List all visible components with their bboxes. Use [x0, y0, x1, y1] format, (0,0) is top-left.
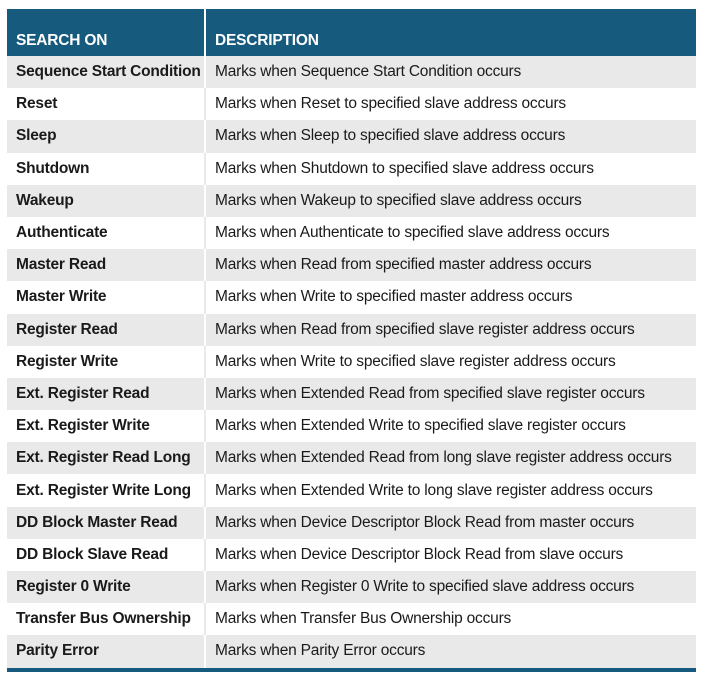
search-on-cell: Register 0 Write	[7, 571, 206, 604]
search-on-cell: Register Write	[7, 345, 206, 378]
table-header-row: SEARCH ON DESCRIPTION	[7, 9, 696, 56]
description-cell: Marks when Reset to specified slave addr…	[205, 88, 696, 121]
description-cell: Marks when Device Descriptor Block Read …	[205, 538, 696, 571]
search-on-table: SEARCH ON DESCRIPTION Sequence Start Con…	[7, 9, 696, 668]
search-on-cell: Shutdown	[7, 152, 206, 185]
table-body: Sequence Start Condition Marks when Seque…	[7, 56, 696, 668]
description-cell: Marks when Read from specified master ad…	[205, 249, 696, 282]
description-cell: Marks when Extended Read from long slave…	[205, 442, 696, 475]
description-cell: Marks when Extended Read from specified …	[205, 377, 696, 411]
search-on-cell: Sequence Start Condition	[7, 56, 206, 89]
table-row: DD Block Slave Read Marks when Device Des…	[7, 538, 696, 571]
table-row: Wakeup Marks when Wakeup to specified sla…	[7, 184, 696, 217]
search-on-cell: Ext. Register Read	[7, 377, 206, 411]
description-cell: Marks when Parity Error occurs	[205, 635, 696, 668]
table-row: Sleep Marks when Sleep to specified slave…	[7, 120, 696, 153]
table-bottom-rule	[7, 667, 696, 672]
description-cell: Marks when Read from specified slave reg…	[205, 313, 696, 346]
column-header-description: DESCRIPTION	[205, 9, 696, 56]
description-cell: Marks when Authenticate to specified sla…	[205, 216, 696, 250]
search-on-cell: Ext. Register Write Long	[7, 474, 206, 507]
table-row: Parity Error Marks when Parity Error occu…	[7, 635, 696, 668]
description-cell: Marks when Sequence Start Condition occu…	[205, 56, 696, 89]
column-header-search-on: SEARCH ON	[7, 9, 206, 56]
table-row: Register Write Marks when Write to specif…	[7, 345, 696, 378]
table-row: DD Block Master Read Marks when Device De…	[7, 506, 696, 539]
table-row: Reset Marks when Reset to specified slave…	[7, 88, 696, 121]
search-on-cell: Wakeup	[7, 184, 206, 217]
search-on-cell: Master Write	[7, 281, 206, 314]
table-row: Authenticate Marks when Authenticate to s…	[7, 216, 696, 250]
search-on-cell: Master Read	[7, 249, 206, 282]
table-row: Shutdown Marks when Shutdown to specified…	[7, 152, 696, 185]
description-cell: Marks when Device Descriptor Block Read …	[205, 506, 696, 539]
table-row: Transfer Bus Ownership Marks when Transfe…	[7, 603, 696, 636]
description-cell: Marks when Write to specified slave regi…	[205, 345, 696, 378]
table-row: Ext. Register Read Long Marks when Extend…	[7, 442, 696, 475]
search-on-cell: DD Block Master Read	[7, 506, 206, 539]
search-on-cell: Parity Error	[7, 635, 206, 668]
description-cell: Marks when Write to specified master add…	[205, 281, 696, 314]
table-row: Register Read Marks when Read from specif…	[7, 313, 696, 346]
description-cell: Marks when Wakeup to specified slave add…	[205, 184, 696, 217]
search-on-cell: Transfer Bus Ownership	[7, 603, 206, 636]
description-cell: Marks when Register 0 Write to specified…	[205, 571, 696, 604]
search-on-cell: Sleep	[7, 120, 206, 153]
search-on-cell: Ext. Register Write	[7, 410, 206, 443]
search-on-cell: Ext. Register Read Long	[7, 442, 206, 475]
search-on-table-container: SEARCH ON DESCRIPTION Sequence Start Con…	[7, 9, 696, 672]
search-on-cell: Reset	[7, 88, 206, 121]
table-row: Master Write Marks when Write to specifie…	[7, 281, 696, 314]
search-on-cell: DD Block Slave Read	[7, 538, 206, 571]
description-cell: Marks when Extended Write to long slave …	[205, 474, 696, 507]
table-row: Register 0 Write Marks when Register 0 Wr…	[7, 571, 696, 604]
description-cell: Marks when Transfer Bus Ownership occurs	[205, 603, 696, 636]
search-on-cell: Authenticate	[7, 216, 206, 250]
description-cell: Marks when Extended Write to specified s…	[205, 410, 696, 443]
search-on-cell: Register Read	[7, 313, 206, 346]
description-cell: Marks when Shutdown to specified slave a…	[205, 152, 696, 185]
table-row: Ext. Register Write Long Marks when Exten…	[7, 474, 696, 507]
table-row: Sequence Start Condition Marks when Seque…	[7, 56, 696, 89]
table-row: Ext. Register Read Marks when Extended Re…	[7, 377, 696, 411]
table-row: Master Read Marks when Read from specifie…	[7, 249, 696, 282]
description-cell: Marks when Sleep to specified slave addr…	[205, 120, 696, 153]
table-row: Ext. Register Write Marks when Extended W…	[7, 410, 696, 443]
